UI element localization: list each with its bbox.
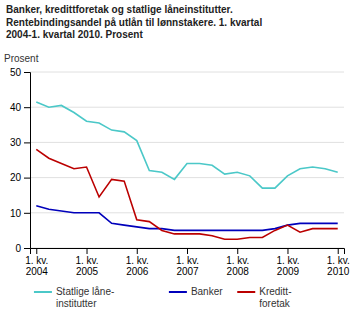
legend-swatch <box>34 291 52 293</box>
y-tick-label: 20 <box>10 172 22 183</box>
legend-item: Kreditt-foretak <box>237 286 291 309</box>
series-line <box>36 149 337 239</box>
grid-line <box>30 177 344 178</box>
grid-line <box>30 142 344 143</box>
series-group <box>36 102 337 239</box>
series-line <box>36 206 337 231</box>
y-axis-line <box>24 73 31 249</box>
y-tick-label: 0 <box>15 243 21 254</box>
x-tick-label: 1. kv.2008 <box>226 255 249 277</box>
grid <box>30 72 344 248</box>
legend-label: Banker <box>191 286 223 297</box>
x-axis-line <box>31 249 345 255</box>
y-tick-label: 40 <box>10 102 22 113</box>
legend-item: Banker <box>169 286 223 297</box>
y-tick: 10 <box>10 208 30 219</box>
x-tick-label: 1. kv.2005 <box>75 255 98 277</box>
x-tick-mark <box>187 248 188 254</box>
x-axis: 1. kv.2004 1. kv.2005 1. kv.2006 1. kv.2007… <box>25 248 350 277</box>
x-tick-mark <box>87 248 88 254</box>
y-tick-label: 30 <box>10 137 22 148</box>
y-tick-mark <box>24 213 30 214</box>
x-tick-label: 1. kv.2006 <box>126 255 149 277</box>
x-tick-label: 1. kv.2009 <box>276 255 299 277</box>
x-tick-mark <box>137 248 138 254</box>
y-tick-mark <box>24 107 30 108</box>
x-tick-mark <box>287 248 288 254</box>
legend-swatch <box>169 291 187 293</box>
y-tick: 20 <box>10 172 30 183</box>
x-tick-label: 1. kv.2004 <box>25 255 48 277</box>
x-tick: 1. kv.2006 <box>126 248 149 277</box>
y-tick-label: 50 <box>10 67 22 78</box>
legend-swatch <box>237 291 255 293</box>
x-tick: 1. kv.2010 <box>327 248 350 277</box>
x-tick-mark <box>36 248 37 254</box>
x-tick: 1. kv.2007 <box>176 248 199 277</box>
y-tick-mark <box>24 178 30 179</box>
x-tick-mark <box>237 248 238 254</box>
x-tick: 1. kv.2005 <box>75 248 98 277</box>
title: Banker, kredittforetak og statlige lånei… <box>6 4 262 40</box>
y-tick: 40 <box>10 102 30 113</box>
x-tick-mark <box>338 248 339 254</box>
y-axis-label: Prosent <box>4 53 39 64</box>
y-tick-mark <box>24 142 30 143</box>
y-tick-label: 10 <box>10 208 22 219</box>
chart: Banker, kredittforetak og statlige lånei… <box>0 0 356 336</box>
x-tick: 1. kv.2009 <box>276 248 299 277</box>
legend: Statlige låne-institutter Banker Kreditt-f… <box>34 286 292 309</box>
plot-area: 010203040501. kv.20041. kv.20051. kv.200… <box>10 67 350 277</box>
series-line <box>36 102 337 188</box>
y-tick: 50 <box>10 67 30 78</box>
x-tick-label: 1. kv.2010 <box>327 255 350 277</box>
grid-line <box>30 107 344 108</box>
x-tick: 1. kv.2004 <box>25 248 48 277</box>
x-tick-label: 1. kv.2007 <box>176 255 199 277</box>
grid-line <box>30 72 344 73</box>
y-tick-mark <box>24 248 30 249</box>
legend-item: Statlige låne-institutter <box>34 286 114 309</box>
y-tick-mark <box>24 72 30 73</box>
legend-label: Kreditt-foretak <box>259 286 291 309</box>
y-tick: 0 <box>15 243 30 254</box>
x-tick: 1. kv.2008 <box>226 248 249 277</box>
y-axis: 0 10 20 30 40 50 <box>10 67 31 254</box>
legend-label: Statlige låne-institutter <box>56 286 114 309</box>
y-tick: 30 <box>10 137 30 148</box>
